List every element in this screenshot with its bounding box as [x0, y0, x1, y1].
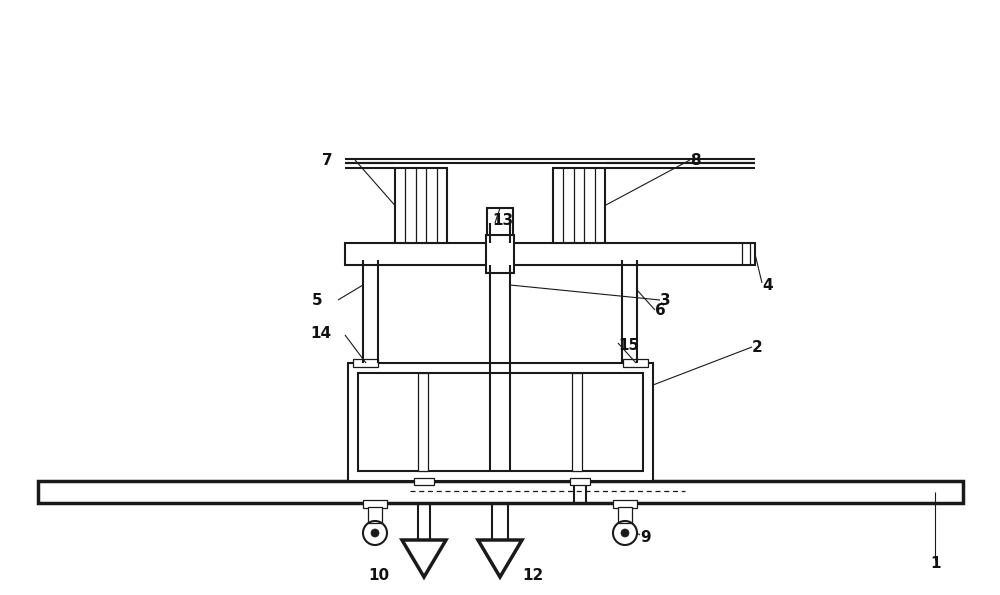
Bar — [570, 478, 590, 485]
Text: 12: 12 — [522, 568, 543, 583]
Bar — [553, 168, 605, 243]
Bar — [38, 481, 963, 503]
Bar — [348, 363, 653, 481]
Text: 14: 14 — [310, 325, 331, 340]
Text: 9: 9 — [640, 530, 651, 544]
Text: 4: 4 — [762, 277, 773, 293]
Bar — [345, 243, 755, 265]
Text: 15: 15 — [618, 337, 639, 352]
Circle shape — [621, 529, 629, 537]
Text: 8: 8 — [690, 152, 701, 168]
Bar — [486, 235, 514, 273]
Bar — [358, 373, 643, 471]
Bar — [613, 500, 637, 508]
Text: 10: 10 — [368, 568, 389, 583]
Bar — [368, 507, 382, 523]
Bar — [618, 507, 632, 523]
Bar — [487, 208, 513, 240]
Text: 2: 2 — [752, 340, 763, 355]
Bar — [395, 168, 447, 243]
Bar — [414, 478, 434, 485]
Bar — [418, 373, 428, 471]
Bar — [363, 500, 387, 508]
Text: 5: 5 — [312, 293, 323, 308]
Text: 7: 7 — [322, 152, 333, 168]
Text: 1: 1 — [930, 556, 940, 571]
Circle shape — [371, 529, 379, 537]
Text: 13: 13 — [492, 212, 513, 227]
Bar — [623, 359, 648, 367]
Bar — [572, 373, 582, 471]
Bar — [353, 359, 378, 367]
Polygon shape — [478, 540, 522, 577]
Text: 3: 3 — [660, 293, 671, 308]
Text: 6: 6 — [655, 302, 666, 318]
Polygon shape — [402, 540, 446, 577]
